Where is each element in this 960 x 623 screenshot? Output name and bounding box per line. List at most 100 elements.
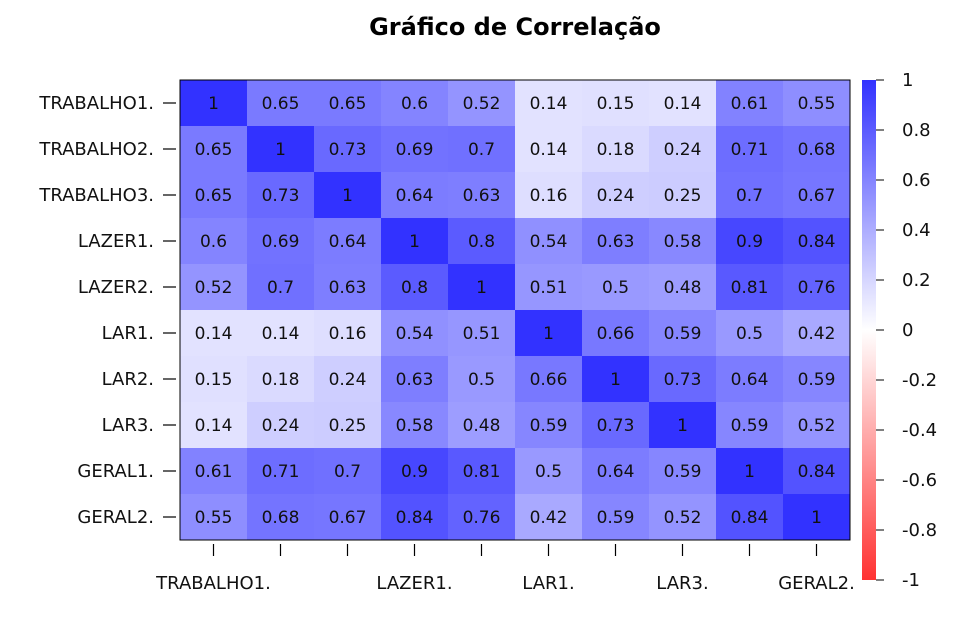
colorbar-gradient [862, 80, 876, 580]
cell-value-label: 0.6 [401, 94, 428, 114]
heatmap-cell [448, 126, 516, 173]
y-tick-label: LAR1. [102, 323, 154, 344]
cell-value-label: 0.52 [664, 508, 702, 528]
heatmap-cell [515, 310, 583, 357]
colorbar-tick-label: 1 [902, 70, 913, 91]
cell-value-label: 0.15 [195, 370, 233, 390]
cell-value-label: 0.7 [736, 186, 763, 206]
cell-value-label: 0.51 [530, 278, 568, 298]
x-axis: TRABALHO1. LAZER1. LAR1. LAR3. GERAL2. [155, 544, 855, 594]
cell-value-label: 0.73 [664, 370, 702, 390]
cell-value-label: 0.52 [798, 416, 836, 436]
heatmap-cell [180, 218, 248, 265]
heatmap-cell [381, 356, 449, 403]
cell-value-label: 0.67 [329, 508, 367, 528]
heatmap-cell [515, 356, 583, 403]
heatmap-cell [783, 494, 851, 541]
cell-value-label: 1 [610, 370, 621, 390]
heatmap-cell [247, 448, 315, 495]
cell-value-label: 0.54 [396, 324, 434, 344]
cell-value-label: 1 [409, 232, 420, 252]
heatmap-cell [783, 448, 851, 495]
cell-value-label: 0.55 [798, 94, 836, 114]
cell-value-label: 0.7 [334, 462, 361, 482]
cell-value-label: 1 [476, 278, 487, 298]
y-tick-label: TRABALHO1. [38, 93, 154, 114]
cell-value-label: 1 [208, 94, 219, 114]
heatmap-cell [716, 218, 784, 265]
cell-value-label: 0.69 [262, 232, 300, 252]
colorbar-tick-label: -0.6 [902, 470, 937, 491]
cell-value-label: 0.84 [396, 508, 434, 528]
cell-value-label: 0.48 [463, 416, 501, 436]
y-tick-label: TRABALHO2. [38, 139, 154, 160]
heatmap-cell [247, 264, 315, 311]
colorbar-tick-label: 0.8 [902, 120, 931, 141]
heatmap-cell [582, 80, 650, 127]
cell-value-label: 0.52 [463, 94, 501, 114]
cell-value-label: 0.24 [262, 416, 300, 436]
heatmap-cell [247, 126, 315, 173]
heatmap-cell [448, 402, 516, 449]
heatmap-cell [783, 402, 851, 449]
cell-value-label: 0.5 [535, 462, 562, 482]
heatmap-cell [515, 448, 583, 495]
cell-value-label: 0.15 [597, 94, 635, 114]
colorbar-tick-label: -1 [902, 570, 920, 591]
cell-value-label: 0.14 [195, 416, 233, 436]
cell-value-label: 0.68 [798, 140, 836, 160]
heatmap-cell [783, 356, 851, 403]
cell-value-label: 0.55 [195, 508, 233, 528]
cell-value-label: 1 [543, 324, 554, 344]
heatmap-cell [381, 402, 449, 449]
heatmap-cell [314, 264, 382, 311]
heatmap-cell [783, 264, 851, 311]
cell-value-label: 1 [677, 416, 688, 436]
cell-value-label: 0.42 [798, 324, 836, 344]
heatmap-cell [314, 172, 382, 219]
heatmap-cell [582, 494, 650, 541]
y-tick-label: LAR2. [102, 369, 154, 390]
heatmap-cell [649, 80, 717, 127]
plot-frame [179, 79, 851, 541]
x-tick-label: LAZER1. [376, 573, 452, 594]
heatmap-cell [381, 126, 449, 173]
cell-value-label: 0.8 [468, 232, 495, 252]
cell-value-label: 0.59 [664, 324, 702, 344]
cell-value-label: 0.66 [597, 324, 635, 344]
cell-value-label: 0.18 [262, 370, 300, 390]
cell-value-label: 0.48 [664, 278, 702, 298]
heatmap-cells: 1 0.65 0.65 0.6 0.52 0.14 0.15 0.14 0.61 0.550.65… [180, 80, 851, 541]
heatmap-cell [582, 356, 650, 403]
heatmap-cell [247, 218, 315, 265]
heatmap-cell [716, 126, 784, 173]
cell-value-label: 0.84 [798, 462, 836, 482]
cell-value-label: 0.73 [597, 416, 635, 436]
cell-value-label: 0.71 [731, 140, 769, 160]
heatmap-cell [448, 218, 516, 265]
cell-value-label: 0.5 [736, 324, 763, 344]
heatmap-cell [716, 402, 784, 449]
cell-value-label: 0.84 [731, 508, 769, 528]
heatmap-cell [783, 172, 851, 219]
cell-value-label: 0.76 [798, 278, 836, 298]
cell-value-label: 0.7 [468, 140, 495, 160]
cell-value-label: 0.63 [463, 186, 501, 206]
heatmap-cell [582, 402, 650, 449]
cell-value-label: 0.14 [195, 324, 233, 344]
heatmap-cell [783, 80, 851, 127]
colorbar-tick-label: 0 [902, 320, 913, 341]
cell-value-label: 0.5 [602, 278, 629, 298]
cell-value-label: 0.24 [597, 186, 635, 206]
cell-value-label: 0.73 [329, 140, 367, 160]
cell-value-label: 0.64 [597, 462, 635, 482]
heatmap-cell [314, 356, 382, 403]
heatmap-cell [180, 126, 248, 173]
heatmap-cell [582, 172, 650, 219]
heatmap-cell [180, 356, 248, 403]
cell-value-label: 0.58 [664, 232, 702, 252]
cell-value-label: 0.66 [530, 370, 568, 390]
heatmap-cell [180, 494, 248, 541]
y-tick-label: GERAL1. [77, 461, 154, 482]
heatmap-cell [314, 218, 382, 265]
